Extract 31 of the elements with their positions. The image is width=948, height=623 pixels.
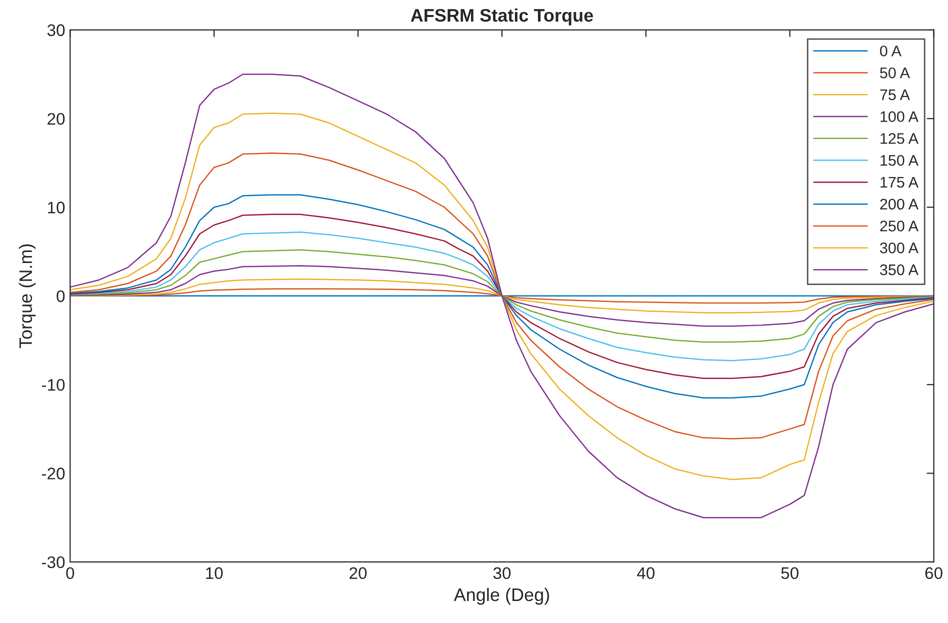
legend-label: 250 A [880,220,918,232]
x-axis-title: Angle (Deg) [454,588,550,605]
y-tick-label: 30 [47,24,65,36]
x-tick-label: 30 [493,567,511,580]
line-series [70,152,934,440]
line-series [70,112,934,480]
legend-label: 0 A [880,46,902,56]
x-tick-label: 40 [637,567,655,580]
x-tick-label: 10 [206,567,223,580]
legend-label: 175 A [880,177,918,188]
y-tick-label: -20 [42,468,65,480]
x-tick-label: 20 [350,567,367,580]
y-tick-label: -30 [42,556,65,568]
legend-label: 50 A [880,67,910,78]
y-axis-title: Torque (N.m) [18,244,36,348]
x-tick-label: 0 [66,567,74,580]
legend-label: 300 A [880,242,918,254]
legend-label: 350 A [880,264,918,276]
y-tick-label: 10 [48,202,65,214]
x-tick-label: 50 [781,567,798,580]
line-series [70,194,934,399]
chart-title: AFSRM Static Torque [410,8,593,26]
legend-label: 150 A [880,154,918,166]
y-tick-label: 20 [48,112,65,125]
legend-label: 75 A [880,90,910,100]
x-tick-label: 60 [925,567,942,580]
y-tick-label: 0 [56,290,65,302]
legend-label: 100 A [880,111,918,122]
legend-label: 125 A [880,133,918,144]
y-tick-label: -10 [42,379,65,391]
legend-label: 200 A [880,198,918,210]
